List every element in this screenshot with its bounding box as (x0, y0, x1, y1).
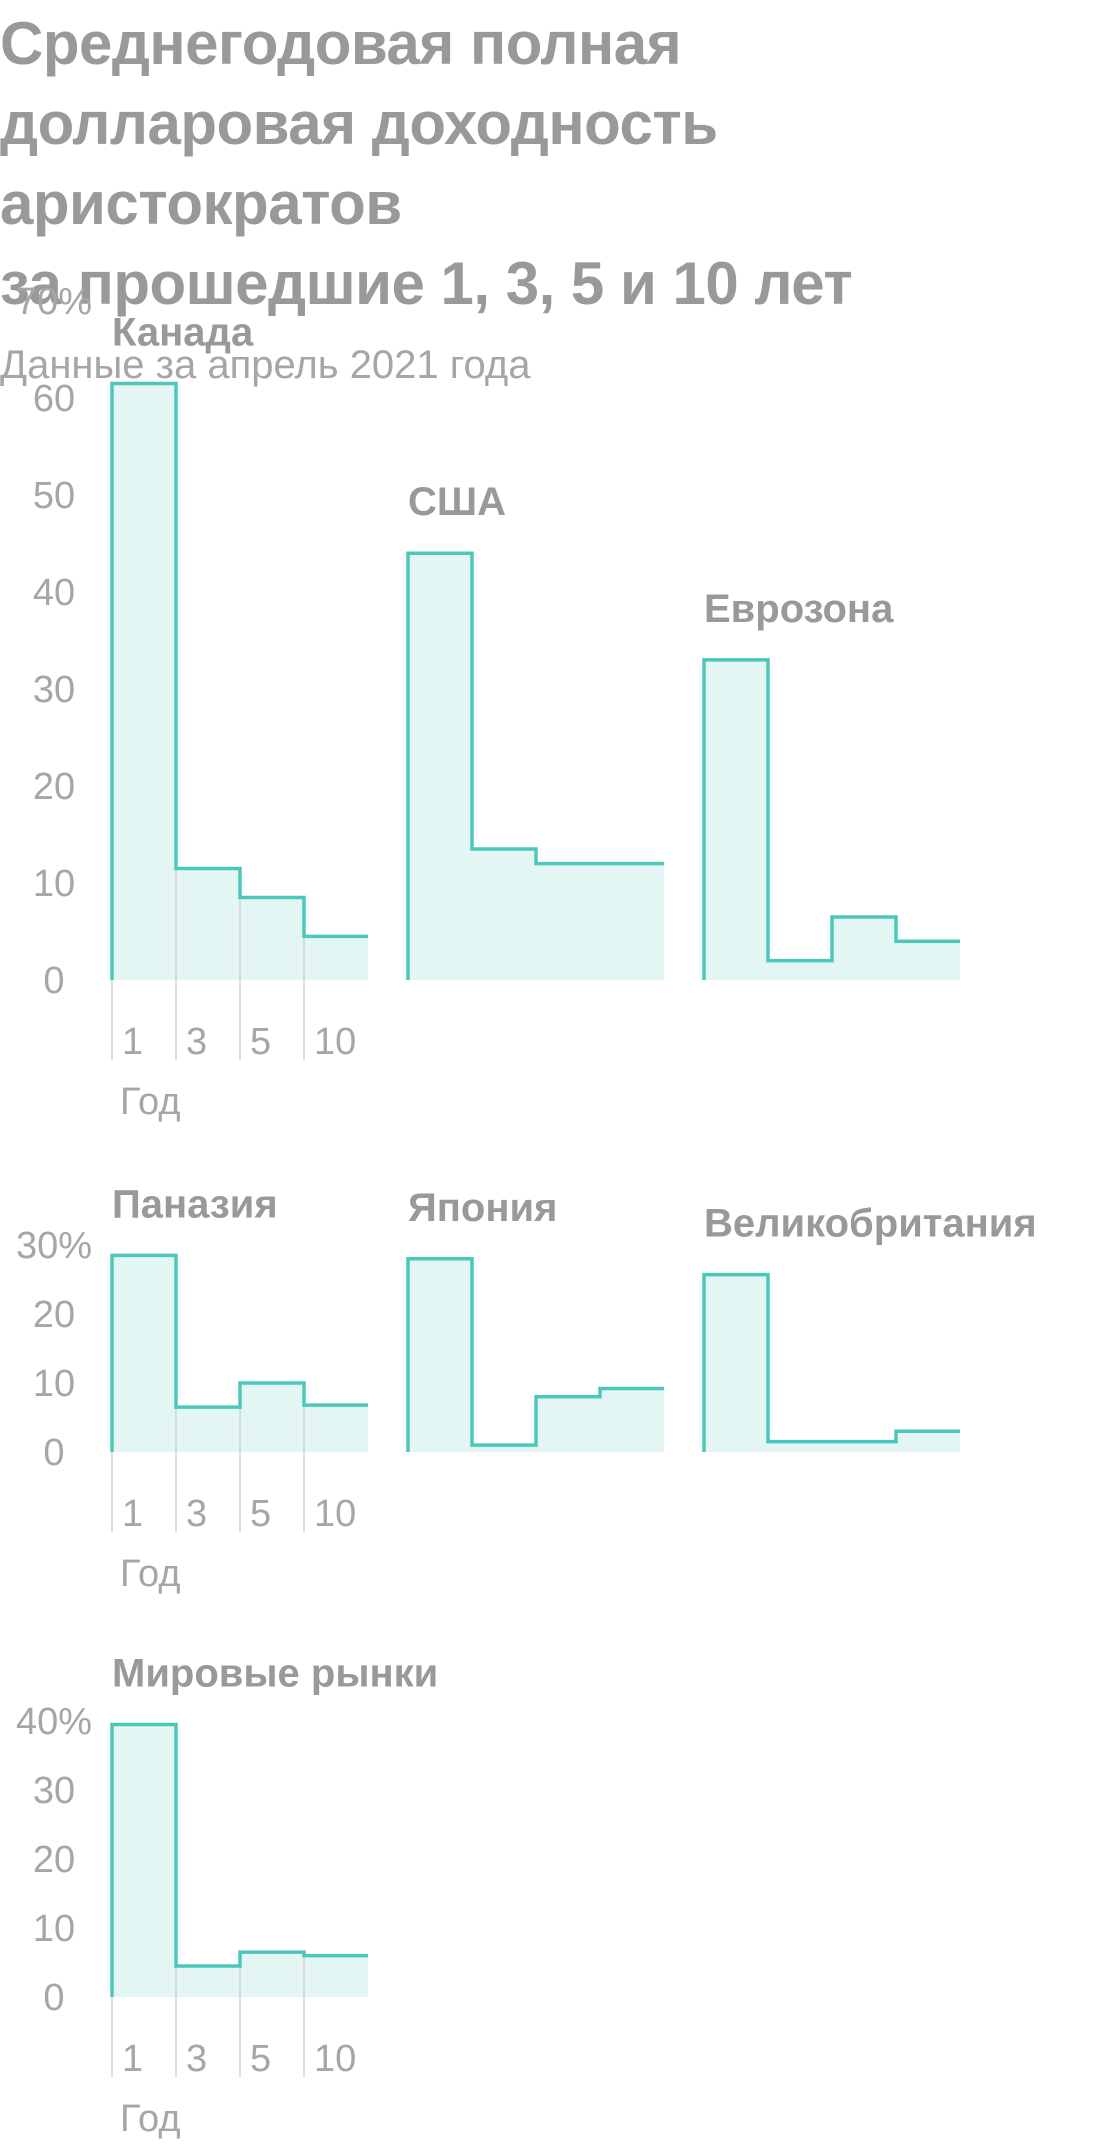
x-axis-label: Год (120, 2098, 181, 2140)
value-bar-3[interactable] (472, 849, 536, 980)
chart-title: Среднегодовая полная долларовая доходнос… (0, 10, 853, 317)
panel-title: США (408, 480, 506, 524)
value-bar-1[interactable] (408, 553, 472, 980)
y-tick-label: 10 (33, 1363, 75, 1405)
value-bar-1[interactable] (704, 1275, 768, 1452)
value-bar-5[interactable] (536, 1397, 600, 1452)
panel-title: Еврозона (704, 587, 894, 631)
panel-title: Канада (112, 310, 254, 354)
value-bar-10[interactable] (896, 1431, 960, 1452)
value-bar-10[interactable] (304, 1405, 368, 1452)
value-bar-5[interactable] (240, 898, 304, 980)
value-bar-3[interactable] (176, 1966, 240, 1997)
chart-subtitle: Данные за апрель 2021 года (0, 343, 531, 387)
x-tick-label: 10 (314, 1021, 356, 1063)
value-bar-3[interactable] (176, 1407, 240, 1452)
value-bar-1[interactable] (112, 1724, 176, 1997)
panel-2-2: Япония (406, 1186, 664, 1452)
step-line (702, 1272, 960, 1452)
step-line (406, 551, 664, 980)
y-tick-label: 0 (43, 960, 64, 1002)
value-bar-5[interactable] (832, 917, 896, 980)
value-bar-5[interactable] (240, 1952, 304, 1997)
panel-2-3: Великобритания (702, 1202, 1037, 1452)
value-bar-1[interactable] (704, 660, 768, 980)
step-line (110, 1253, 368, 1452)
x-tick-label: 3 (186, 2038, 207, 2080)
y-tick-label: 10 (33, 1908, 75, 1950)
x-tick-label: 1 (122, 1493, 143, 1535)
value-bar-10[interactable] (896, 941, 960, 980)
y-tick-label: 70% (16, 281, 92, 323)
y-tick-label: 0 (43, 1977, 64, 2019)
value-bar-1[interactable] (408, 1259, 472, 1452)
step-line (110, 381, 368, 980)
panel-2-1: Паназия 1 3 5 10 Год (110, 1182, 368, 1595)
y-tick-label: 40% (16, 1701, 92, 1743)
panel-1-2: США (406, 480, 664, 980)
value-bar-3[interactable] (768, 1442, 832, 1452)
value-bar-1[interactable] (112, 1255, 176, 1452)
value-bar-1[interactable] (112, 383, 176, 980)
panel-1-3: Еврозона (702, 587, 960, 980)
panel-title: Мировые рынки (112, 1651, 438, 1695)
panel-title: Великобритания (704, 1202, 1037, 1246)
x-tick-label: 10 (314, 1493, 356, 1535)
x-axis-label: Год (120, 1081, 181, 1123)
chart-row-2: 30% 20 10 0 Паназия 1 3 5 10 Год Япония Великобрита… (16, 1182, 1037, 1595)
value-bar-3[interactable] (472, 1445, 536, 1452)
value-bar-5[interactable] (240, 1383, 304, 1452)
panel-title: Япония (408, 1186, 557, 1230)
y-tick-label: 30 (33, 1770, 75, 1812)
y-tick-label: 40 (33, 572, 75, 614)
value-bar-3[interactable] (176, 868, 240, 980)
panel-title: Паназия (112, 1182, 278, 1226)
x-tick-label: 5 (250, 2038, 271, 2080)
x-tick-label: 3 (186, 1493, 207, 1535)
y-tick-label: 30% (16, 1225, 92, 1267)
x-axis-label: Год (120, 1553, 181, 1595)
x-tick-label: 1 (122, 1021, 143, 1063)
x-tick-label: 3 (186, 1021, 207, 1063)
y-tick-label: 20 (33, 1839, 75, 1881)
y-tick-label: 10 (33, 863, 75, 905)
value-bar-3[interactable] (768, 961, 832, 980)
y-tick-label: 0 (43, 1432, 64, 1474)
value-bar-10[interactable] (600, 864, 664, 980)
y-tick-label: 60 (33, 378, 75, 420)
chart-row-3: 40% 30 20 10 0 Мировые рынки 1 3 5 10 Год (16, 1651, 438, 2140)
y-tick-label: 20 (33, 1294, 75, 1336)
x-tick-label: 1 (122, 2038, 143, 2080)
panel-3-1: Мировые рынки 1 3 5 10 Год (110, 1651, 438, 2140)
x-tick-label: 5 (250, 1021, 271, 1063)
y-tick-label: 50 (33, 475, 75, 517)
value-bar-5[interactable] (536, 864, 600, 980)
x-tick-label: 10 (314, 2038, 356, 2080)
x-tick-label: 5 (250, 1493, 271, 1535)
y-tick-label: 20 (33, 766, 75, 808)
value-bar-10[interactable] (304, 936, 368, 980)
panel-1-1: Канада 1 3 5 10 Год (110, 310, 368, 1123)
step-line (406, 1257, 664, 1452)
chart-row-1: 70% 60 50 40 30 20 10 0 Канада 1 3 5 10 Год США Еврозон… (16, 281, 960, 1123)
value-bar-10[interactable] (600, 1389, 664, 1452)
y-tick-label: 30 (33, 669, 75, 711)
value-bar-5[interactable] (832, 1442, 896, 1452)
step-line (110, 1722, 368, 1997)
step-line (702, 658, 960, 980)
value-bar-10[interactable] (304, 1956, 368, 1997)
